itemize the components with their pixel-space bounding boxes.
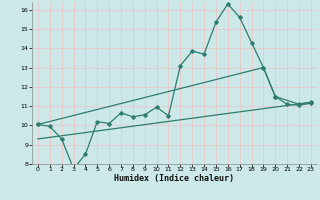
X-axis label: Humidex (Indice chaleur): Humidex (Indice chaleur) <box>115 174 234 183</box>
